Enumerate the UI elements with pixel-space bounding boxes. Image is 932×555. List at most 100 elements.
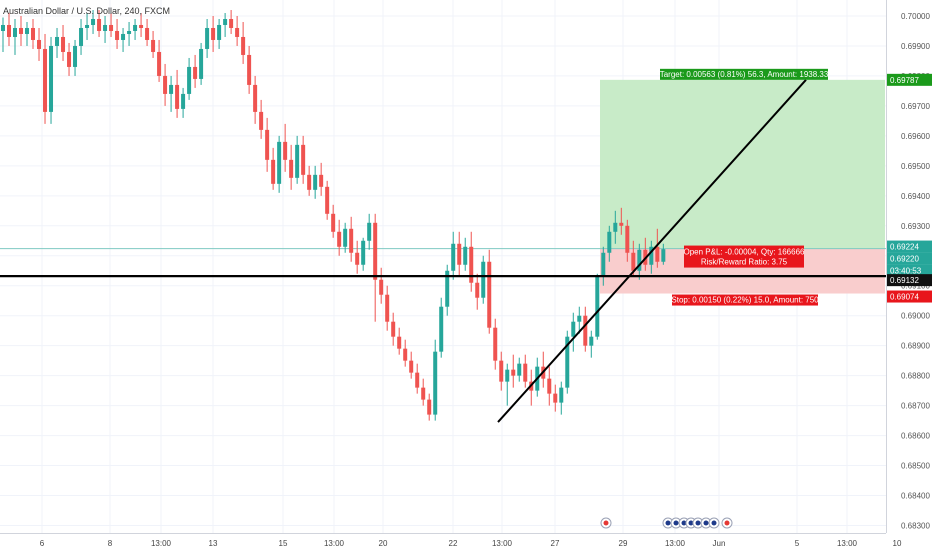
candle-body (43, 49, 47, 112)
candle-body (331, 214, 335, 232)
candle-body (457, 244, 461, 265)
candle-body (373, 223, 377, 280)
candle-body (115, 31, 119, 40)
candle-body (85, 25, 89, 28)
candle-body (499, 361, 503, 382)
candle-body (415, 373, 419, 388)
price-tick-label: 0.69000 (901, 312, 930, 321)
time-tick-label: 6 (40, 539, 45, 548)
candle-body (73, 46, 77, 67)
event-flag-dot (604, 521, 609, 526)
candle-body (349, 229, 353, 253)
target-label: Target: 0.00563 (0.81%) 56.3, Amount: 19… (660, 70, 829, 79)
candle-body (337, 232, 341, 247)
stop-price-badge: 0.69074 (887, 291, 932, 303)
candle-body (205, 28, 209, 49)
candle-body (211, 28, 215, 40)
risk-reward-label: Risk/Reward Ratio: 3.75 (701, 258, 788, 267)
candle-body (523, 364, 527, 382)
candle-body (259, 112, 263, 130)
candle-body (37, 40, 41, 49)
candle-body (175, 85, 179, 109)
current-price-badge: 0.69224 (887, 241, 932, 253)
time-tick-label: 13:00 (151, 539, 172, 548)
candle-body (79, 28, 83, 46)
candle-body (511, 370, 515, 376)
candle-body (277, 142, 281, 184)
target-zone[interactable] (600, 80, 885, 249)
candle-body (355, 253, 359, 265)
candle-body (295, 145, 299, 178)
candle-body (475, 283, 479, 298)
entry-price-text: 0.69220 (890, 255, 919, 264)
time-tick-label: 13:00 (324, 539, 345, 548)
candle-body (103, 25, 107, 31)
time-tick-label: 22 (449, 539, 458, 548)
price-tick-label: 0.69900 (901, 42, 930, 51)
candle-body (655, 247, 659, 262)
candle-body (601, 253, 605, 277)
candle-body (31, 28, 35, 40)
candle-body (433, 352, 437, 415)
price-tick-label: 0.69300 (901, 222, 930, 231)
candle-body (25, 28, 29, 34)
price-tick-label: 0.68600 (901, 432, 930, 441)
candle-body (631, 253, 635, 271)
candle-body (571, 322, 575, 337)
candle-body (439, 307, 443, 352)
price-tick-label: 0.68500 (901, 462, 930, 471)
candle-body (577, 316, 581, 322)
time-tick-label: 13:00 (837, 539, 858, 548)
candle-body (235, 28, 239, 37)
candle-body (193, 67, 197, 79)
target-price-badge: 0.69787 (887, 74, 932, 86)
target-label-badge[interactable]: Target: 0.00563 (0.81%) 56.3, Amount: 19… (660, 69, 829, 80)
pnl-label-badge[interactable]: Open P&L: -0.00004, Qty: 166666 Risk/Rew… (684, 246, 806, 268)
time-tick-label: 29 (619, 539, 628, 548)
candle-body (109, 25, 113, 31)
candle-body (391, 322, 395, 337)
candle-body (217, 25, 221, 40)
candle-body (367, 223, 371, 241)
pnl-label: Open P&L: -0.00004, Qty: 166666 (684, 248, 806, 257)
candle-body (247, 55, 251, 85)
event-flag-dot (696, 521, 701, 526)
candle-body (91, 19, 95, 25)
candle-body (1, 25, 5, 31)
candle-body (169, 85, 173, 94)
candle-body (493, 328, 497, 361)
candle-body (559, 388, 563, 403)
candle-body (421, 388, 425, 400)
line-price-text: 0.69132 (890, 276, 919, 285)
candle-body (151, 40, 155, 52)
price-tick-label: 0.69600 (901, 132, 930, 141)
candle-body (7, 25, 11, 37)
price-tick-label: 0.68700 (901, 402, 930, 411)
candle-body (385, 295, 389, 322)
price-tick-label: 0.69400 (901, 192, 930, 201)
candle-body (451, 244, 455, 271)
candle-body (361, 241, 365, 265)
stop-label-badge[interactable]: Stop: 0.00150 (0.22%) 15.0, Amount: 750 (671, 295, 819, 306)
candle-body (133, 25, 137, 31)
candle-body (553, 394, 557, 403)
candle-body (409, 361, 413, 373)
candle-body (301, 145, 305, 175)
time-tick-label: 20 (379, 539, 388, 548)
candle-body (19, 28, 23, 34)
candle-body (427, 400, 431, 415)
candle-body (595, 277, 599, 337)
candle-body (265, 130, 269, 160)
symbol-title[interactable]: Australian Dollar / U.S. Dollar, 240, FX… (3, 6, 170, 16)
candle-body (283, 142, 287, 160)
candle-body (139, 25, 143, 28)
event-flag-dot (704, 521, 709, 526)
candle-body (325, 187, 329, 214)
candle-body (55, 37, 59, 46)
candle-body (271, 160, 275, 184)
candle-body (517, 364, 521, 376)
candle-body (469, 247, 473, 283)
candle-body (379, 280, 383, 295)
